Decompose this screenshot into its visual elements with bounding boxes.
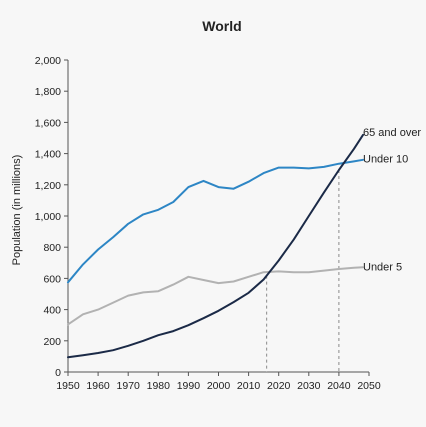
x-tick-label: 1950 (56, 380, 80, 392)
x-tick-label: 2000 (207, 380, 231, 392)
y-tick-label: 1,800 (35, 86, 61, 98)
x-tick-label: 2050 (357, 380, 381, 392)
x-tick-label: 1990 (177, 380, 201, 392)
x-tick-label: 1960 (86, 380, 110, 392)
y-tick-label: 1,600 (35, 117, 61, 129)
chart-title: World (202, 18, 241, 34)
y-tick-label: 1,200 (35, 180, 61, 192)
y-axis-label: Population (in millions) (11, 155, 23, 266)
series-line-under-5 (67, 266, 364, 326)
series-label-65-and-over: 65 and over (363, 127, 421, 139)
series-line-65-and-over (67, 133, 364, 359)
y-tick-label: 200 (43, 336, 61, 348)
x-tick-label: 1970 (117, 380, 141, 392)
y-tick-label: 400 (43, 305, 61, 317)
x-tick-label: 1980 (147, 380, 171, 392)
y-tick-label: 2,000 (35, 55, 61, 67)
y-tick-label: 1,000 (35, 211, 61, 223)
x-tick-label: 2030 (297, 380, 321, 392)
y-tick-label: 1,400 (35, 149, 61, 161)
x-tick-label: 2020 (267, 380, 291, 392)
y-tick-label: 600 (43, 273, 61, 285)
x-tick-label: 2040 (327, 380, 351, 392)
series-label-under-10: Under 10 (363, 153, 408, 165)
series-line-under-10 (67, 158, 364, 284)
y-tick-label: 0 (55, 367, 61, 379)
plot-area: 0 200 400 600 800 1,000 1,200 1,400 1,600 1,800 2,… (35, 55, 422, 392)
y-tick-label: 800 (43, 242, 61, 254)
x-tick-label: 2010 (237, 380, 261, 392)
series-label-under-5: Under 5 (363, 262, 402, 274)
